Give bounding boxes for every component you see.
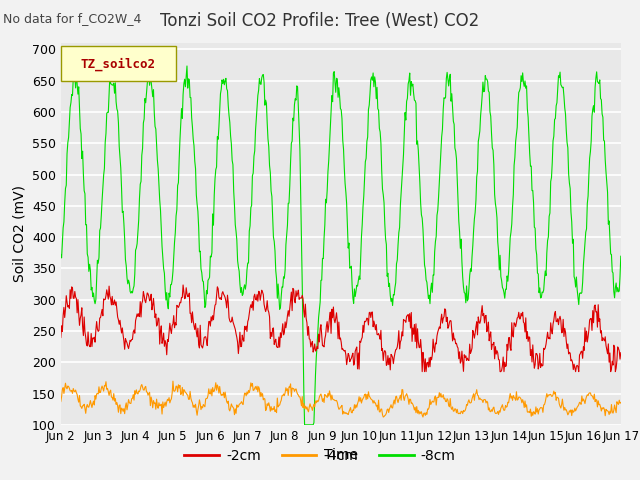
Y-axis label: Soil CO2 (mV): Soil CO2 (mV) [12,185,26,283]
Text: TZ_soilco2: TZ_soilco2 [81,57,156,71]
Legend: -2cm, -4cm, -8cm: -2cm, -4cm, -8cm [179,443,461,468]
FancyBboxPatch shape [61,46,175,81]
Text: Tonzi Soil CO2 Profile: Tree (West) CO2: Tonzi Soil CO2 Profile: Tree (West) CO2 [161,12,479,30]
X-axis label: Time: Time [324,448,358,462]
Text: No data for f_CO2W_4: No data for f_CO2W_4 [3,12,141,25]
